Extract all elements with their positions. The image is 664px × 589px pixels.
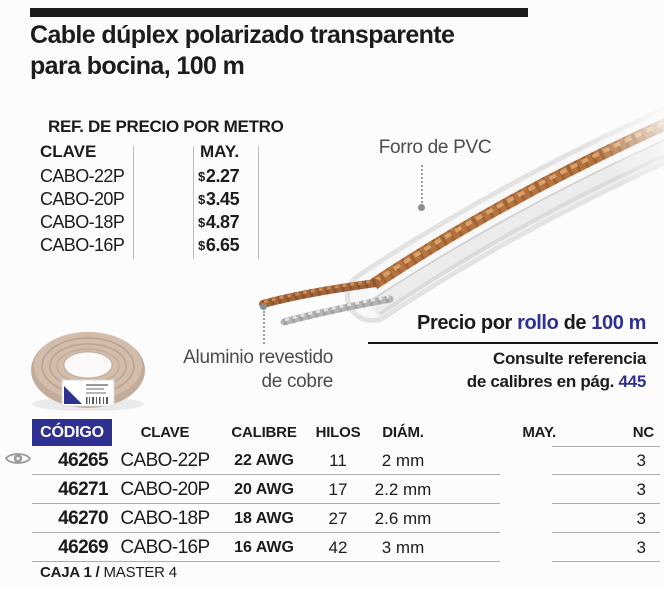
table-separator bbox=[32, 474, 500, 475]
currency-symbol: $ bbox=[198, 215, 205, 230]
cell-diam: 2 mm bbox=[381, 451, 425, 470]
table-separator bbox=[32, 503, 500, 504]
currency-symbol: $ bbox=[198, 238, 205, 253]
cell-hilos: 27 bbox=[328, 509, 348, 528]
price-ref-col-may: MAY. bbox=[200, 142, 240, 161]
table-separator bbox=[552, 474, 660, 475]
cell-may bbox=[440, 475, 556, 504]
aluminum-callout-dot bbox=[260, 303, 267, 310]
roll-price-rule bbox=[368, 342, 658, 344]
product-title-line1: Cable dúplex polarizado transparente bbox=[30, 21, 455, 49]
price-ref-col-clave: CLAVE bbox=[40, 142, 97, 161]
cell-may bbox=[440, 446, 556, 475]
cell-codigo: 46265 bbox=[58, 450, 108, 471]
cell-diam: 2.6 mm bbox=[374, 509, 432, 528]
cell-calibre: 20 AWG bbox=[234, 481, 294, 498]
table-separator bbox=[552, 503, 660, 504]
cell-diam: 2.2 mm bbox=[374, 480, 432, 499]
ref-table-divider bbox=[133, 146, 134, 259]
aluminum-callout-line bbox=[263, 311, 265, 344]
cell-diam: 3 mm bbox=[381, 538, 425, 557]
spec-header-nc: NC bbox=[632, 424, 654, 441]
pvc-callout-dot bbox=[418, 204, 425, 211]
price-ref-clave: CABO-20P bbox=[40, 189, 125, 209]
spec-header-may: MAY. bbox=[522, 424, 556, 441]
price-ref-clave: CABO-18P bbox=[40, 212, 125, 232]
pvc-jacket-label: Forro de PVC bbox=[378, 137, 492, 158]
product-title-line2: para bocina, 100 m bbox=[30, 52, 245, 80]
ref-table-divider bbox=[193, 146, 194, 259]
table-separator bbox=[552, 446, 660, 447]
table-separator bbox=[552, 561, 660, 562]
top-divider-bar bbox=[30, 8, 528, 17]
cell-codigo: 46270 bbox=[58, 508, 108, 529]
product-title: Cable dúplex polarizado transparente par… bbox=[30, 20, 550, 82]
aluminum-label: Aluminio revestido de cobre bbox=[183, 347, 333, 392]
roll-price-line: Precio por rollo de 100 m bbox=[417, 312, 646, 334]
cell-may bbox=[440, 533, 556, 562]
cell-hilos: 17 bbox=[328, 480, 348, 499]
calibre-note-line1: Consulte referencia bbox=[492, 349, 646, 368]
cell-nc: 3 bbox=[636, 451, 646, 470]
cell-calibre: 18 AWG bbox=[234, 510, 294, 527]
cell-clave: CABO-18P bbox=[120, 508, 210, 529]
currency-symbol: $ bbox=[198, 169, 205, 184]
cable-coil-photo bbox=[31, 332, 145, 411]
price-ref-clave: CABO-22P bbox=[40, 166, 125, 186]
cell-hilos: 42 bbox=[328, 538, 348, 557]
cell-hilos: 11 bbox=[329, 451, 347, 470]
table-separator bbox=[552, 532, 660, 533]
spec-header-calibre: CALIBRE bbox=[231, 424, 297, 441]
cell-calibre: 22 AWG bbox=[234, 452, 294, 469]
cable-photo bbox=[230, 55, 664, 355]
cell-nc: 3 bbox=[636, 480, 646, 499]
spec-header-diam: DIÁM. bbox=[382, 424, 424, 441]
spec-header-codigo: CÓDIGO bbox=[32, 419, 112, 446]
spec-header-hilos: HILOS bbox=[315, 424, 361, 441]
price-ref-clave: CABO-16P bbox=[40, 235, 125, 255]
cell-nc: 3 bbox=[636, 538, 646, 557]
spec-header-clave: CLAVE bbox=[140, 424, 190, 441]
page-reference-number: 445 bbox=[618, 372, 647, 391]
cell-codigo: 46271 bbox=[58, 479, 108, 500]
cell-clave: CABO-16P bbox=[120, 537, 210, 558]
cell-clave: CABO-20P bbox=[120, 479, 210, 500]
cell-codigo: 46269 bbox=[58, 537, 108, 558]
currency-symbol: $ bbox=[198, 192, 205, 207]
table-separator bbox=[32, 561, 500, 562]
pvc-callout-line bbox=[421, 165, 423, 203]
cell-nc: 3 bbox=[636, 509, 646, 528]
eye-icon bbox=[5, 453, 31, 464]
cell-calibre: 16 AWG bbox=[234, 539, 294, 556]
cell-may bbox=[440, 504, 556, 533]
calibre-note-line2: de calibres en pág. 445 bbox=[466, 372, 647, 391]
price-ref-heading: REF. DE PRECIO POR METRO bbox=[48, 117, 284, 136]
packaging-info: CAJA 1 / MASTER 4 bbox=[40, 564, 177, 581]
table-separator bbox=[32, 532, 500, 533]
cell-clave: CABO-22P bbox=[120, 450, 210, 471]
